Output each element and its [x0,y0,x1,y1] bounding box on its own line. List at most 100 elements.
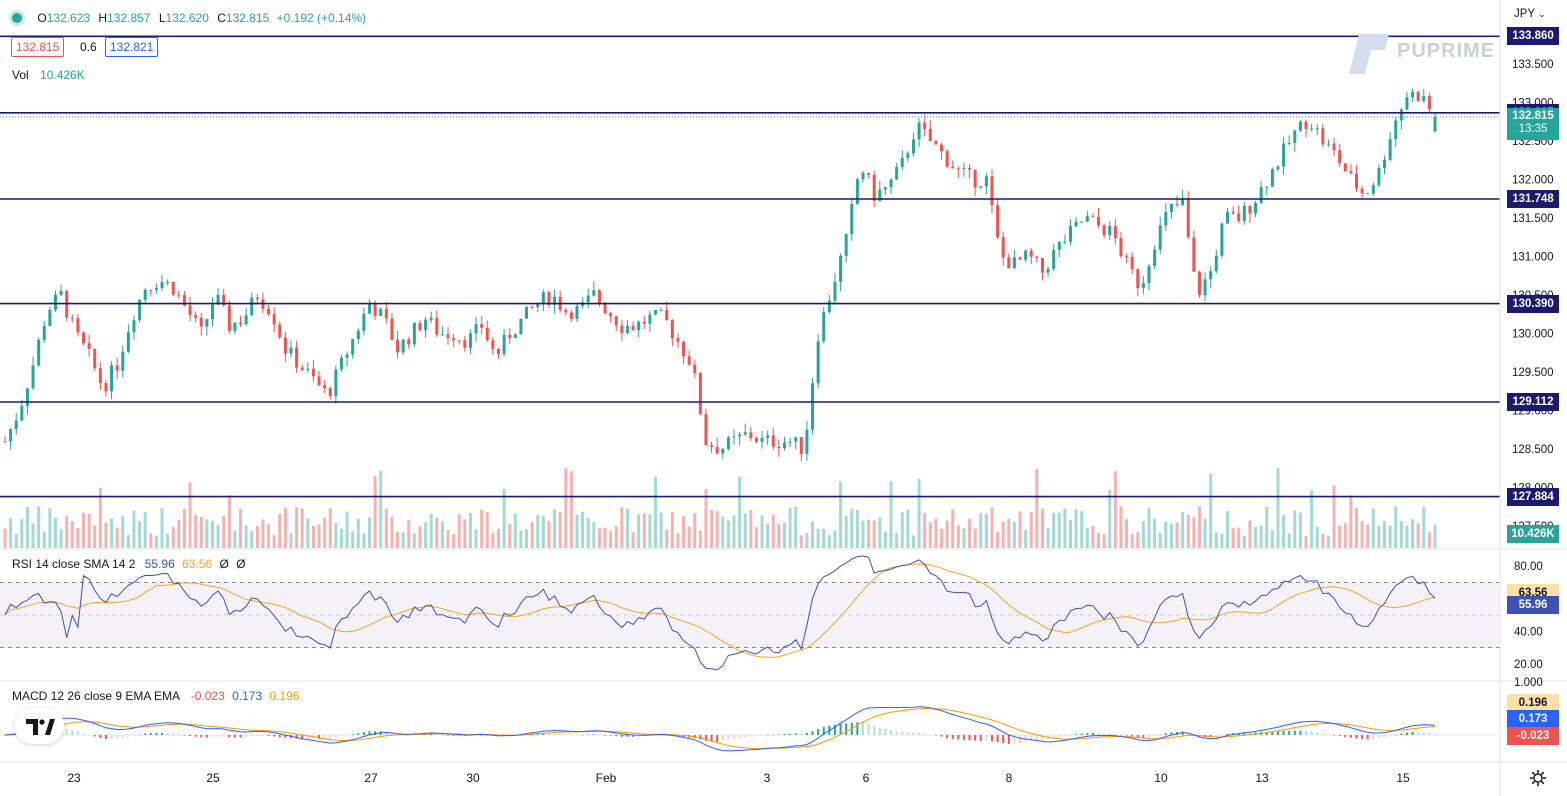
macd-histogram-bar [1271,731,1274,735]
macd-hist-tag: -0.023 [1507,727,1559,745]
candle-body [384,308,388,319]
candle-body [872,174,876,201]
candle-body [917,122,921,140]
settings-gear-icon[interactable] [1529,769,1547,787]
volume-bar [182,509,186,548]
volume-bar [1287,533,1291,548]
macd-line [4,706,1436,752]
volume-bar [1433,524,1437,548]
volume-bar [541,516,545,548]
candle-body [547,292,551,305]
volume-bar [676,533,680,548]
candle-body [311,368,315,377]
volume-bar [1012,522,1016,548]
volume-bar [1259,525,1263,548]
volume-bar [1366,524,1370,548]
volume-bar [1018,511,1022,548]
candle-body [115,365,119,371]
candle-body [1326,143,1330,145]
volume-bar [1040,508,1044,548]
bid-price-box[interactable]: 132.815 [11,37,65,57]
time-tick-label: 3 [764,771,771,785]
candle-body [1063,241,1067,243]
ask-price-box[interactable]: 132.821 [105,37,159,57]
open-label: O [37,11,47,25]
macd-histogram-bar [1400,733,1403,735]
candle-body [177,294,181,296]
volume-bar [1001,522,1005,548]
macd-histogram-bar [817,728,820,735]
price-pane[interactable] [0,0,1500,796]
macd-histogram-bar [1372,735,1375,740]
macd-histogram-bar [1002,735,1005,744]
candlestick-series [3,88,1437,462]
macd-histogram-bar [458,735,461,736]
candle-body [1383,159,1387,169]
volume-bar [1113,471,1117,548]
price-tick-label: 130.000 [1512,329,1554,341]
candle-body [945,151,949,167]
macd-histogram-bar [323,735,326,739]
macd-histogram-bar [1063,735,1066,737]
macd-histogram-bar [1114,734,1117,735]
macd-hist-value: -0.023 [190,689,225,703]
macd-pane[interactable] [0,706,1500,752]
candle-body [1001,237,1005,258]
macd-histogram-bar [93,735,96,737]
rsi-pane[interactable] [0,555,1500,671]
candle-body [424,319,428,331]
macd-histogram-bar [110,735,113,739]
macd-histogram-bar [447,735,450,736]
volume-bar [373,475,377,548]
volume-bar [564,468,568,548]
volume-bar [996,531,1000,548]
rsi-extra-1: Ø [219,557,229,571]
candle-body [749,432,753,438]
macd-histogram-bar [390,732,393,735]
macd-histogram-bar [1389,735,1392,737]
macd-histogram-bar [581,734,584,736]
macd-histogram-bar [256,735,259,736]
macd-histogram-bar [1434,733,1436,735]
candle-body [334,369,338,397]
volume-bar [872,520,876,548]
candle-body [1085,216,1089,222]
volume-bar [429,513,433,548]
volume-bar [754,527,758,548]
volume-bar [121,516,125,548]
volume-bar [1310,490,1314,548]
tradingview-logo-icon[interactable] [14,708,64,744]
volume-bar [1360,520,1364,548]
low-label: L [158,11,166,25]
time-tick-label: 25 [206,771,220,785]
candle-body [255,297,259,300]
candle-body [328,388,332,397]
currency-selector[interactable]: JPY ⌄ [1514,8,1546,20]
volume-bar [283,507,287,548]
volume-bar [895,532,899,548]
horizontal-levels[interactable] [0,35,1500,498]
candle-body [474,324,478,334]
candle-body [1192,237,1196,272]
macd-histogram-bar [189,735,192,736]
volume-bar [1276,467,1280,548]
macd-histogram-bar [749,735,752,737]
volume-bar [951,509,955,548]
candle-body [1254,202,1258,214]
macd-histogram-bar [138,734,141,736]
candle-body [339,357,343,370]
volume-bar [272,535,276,548]
macd-histogram-bar [962,735,965,740]
volume-tag: 10.426K [1507,525,1559,543]
volume-bar [726,520,730,548]
macd-histogram-bar [4,735,6,736]
volume-bar [401,532,405,548]
candle-body [1338,150,1342,164]
volume-bar [1214,532,1218,548]
time-axis[interactable]: 23 25 27 30 Feb 3 6 8 10 13 15 [67,771,1410,785]
macd-histogram-bar [1377,735,1380,739]
candle-body [811,383,815,430]
volume-bar [311,525,315,548]
macd-histogram-bar [1091,733,1094,735]
